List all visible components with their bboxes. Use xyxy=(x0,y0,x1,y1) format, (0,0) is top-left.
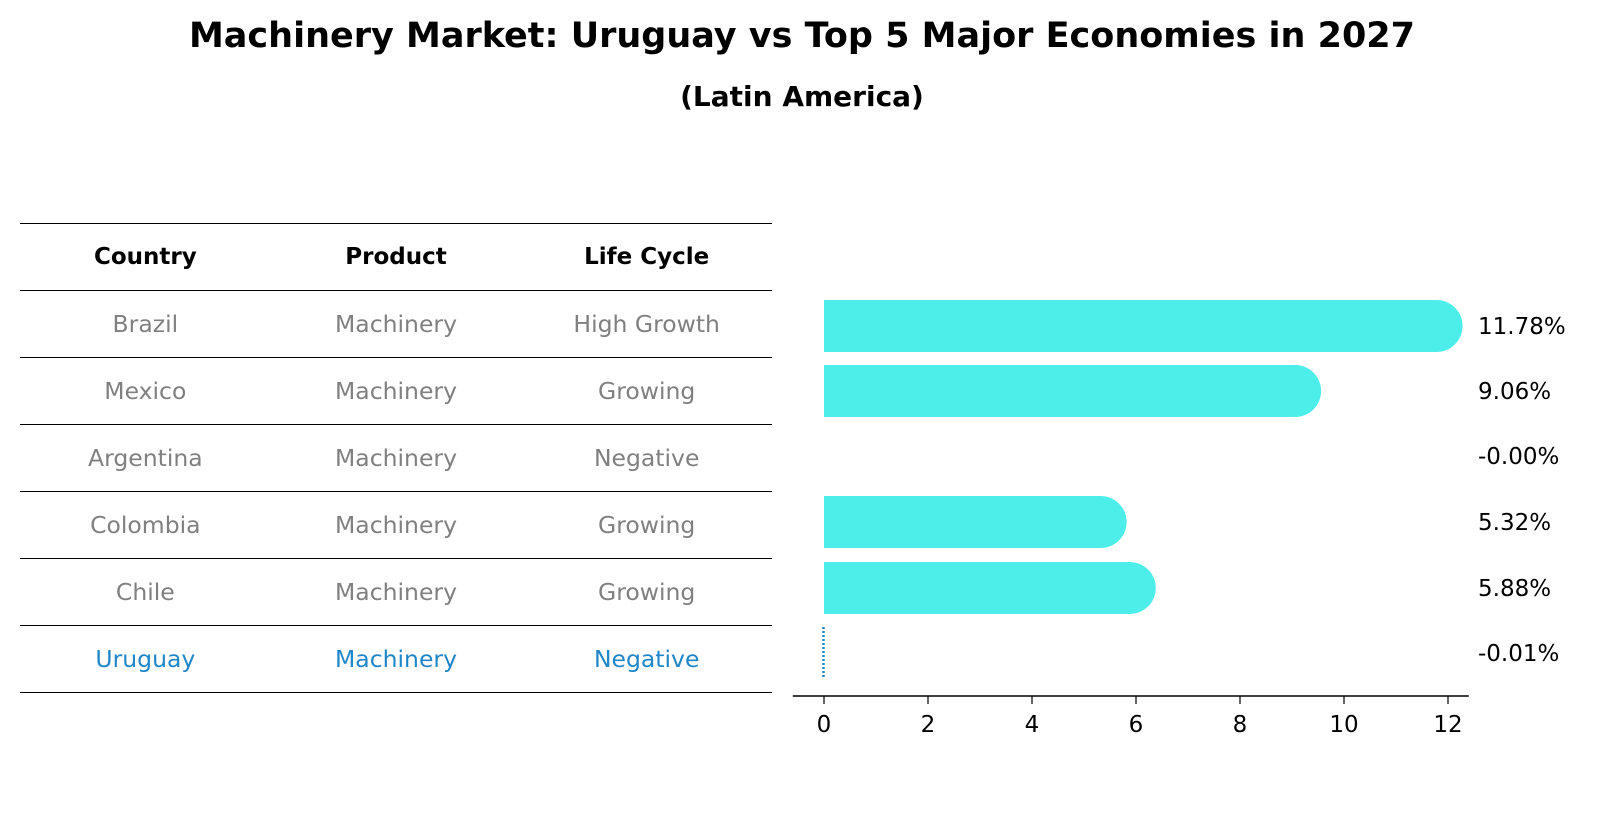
cell-product: Machinery xyxy=(335,377,457,405)
bar xyxy=(824,562,1156,614)
country-table: Country Product Life Cycle Brazil Machin… xyxy=(20,223,772,693)
table-header-row: Country Product Life Cycle xyxy=(20,224,772,291)
cell-country: Chile xyxy=(115,578,175,606)
cell-country: Argentina xyxy=(88,444,203,472)
cell-life-cycle: Negative xyxy=(593,444,700,472)
cell-life-cycle: Growing xyxy=(598,578,696,606)
table-row: Brazil Machinery High Growth xyxy=(20,291,772,358)
value-label: 5.88% xyxy=(1478,576,1551,602)
x-tick-label: 2 xyxy=(921,712,936,738)
table-row: Mexico Machinery Growing xyxy=(20,358,772,425)
x-tick-label: 0 xyxy=(817,712,832,738)
cell-country: Brazil xyxy=(112,310,179,338)
value-label: -0.00% xyxy=(1478,444,1559,470)
bar xyxy=(824,300,1463,352)
table-row: Argentina Machinery Negative xyxy=(20,425,772,492)
bar xyxy=(824,365,1322,417)
header-country: Country xyxy=(93,244,197,270)
x-tick-label: 12 xyxy=(1433,712,1462,738)
cell-life-cycle: High Growth xyxy=(573,310,720,338)
chart-title: Machinery Market: Uruguay vs Top 5 Major… xyxy=(188,16,1416,56)
table-row: Colombia Machinery Growing xyxy=(20,492,772,559)
x-tick-label: 10 xyxy=(1329,712,1358,738)
table-row-highlighted: Uruguay Machinery Negative xyxy=(20,626,772,693)
bar xyxy=(824,496,1127,548)
x-tick-label: 6 xyxy=(1129,712,1144,738)
cell-country: Uruguay xyxy=(95,645,196,673)
cell-life-cycle: Growing xyxy=(598,377,696,405)
cell-product: Machinery xyxy=(335,511,457,539)
x-tick-label: 4 xyxy=(1025,712,1040,738)
cell-product: Machinery xyxy=(335,444,457,472)
value-label: -0.01% xyxy=(1478,641,1559,667)
cell-life-cycle: Growing xyxy=(598,511,696,539)
value-label: 9.06% xyxy=(1478,379,1551,405)
cell-life-cycle: Negative xyxy=(593,645,700,673)
cell-product: Machinery xyxy=(335,645,457,673)
x-tick-label: 8 xyxy=(1233,712,1248,738)
value-label: 5.32% xyxy=(1478,510,1551,536)
cell-product: Machinery xyxy=(335,578,457,606)
cell-country: Mexico xyxy=(104,377,187,405)
value-label: 11.78% xyxy=(1478,314,1566,340)
cell-product: Machinery xyxy=(335,310,457,338)
table-row: Chile Machinery Growing xyxy=(20,559,772,626)
header-product: Product xyxy=(345,244,447,270)
cell-country: Colombia xyxy=(90,511,201,539)
header-life-cycle: Life Cycle xyxy=(584,244,710,270)
chart-subtitle: (Latin America) xyxy=(680,80,924,113)
